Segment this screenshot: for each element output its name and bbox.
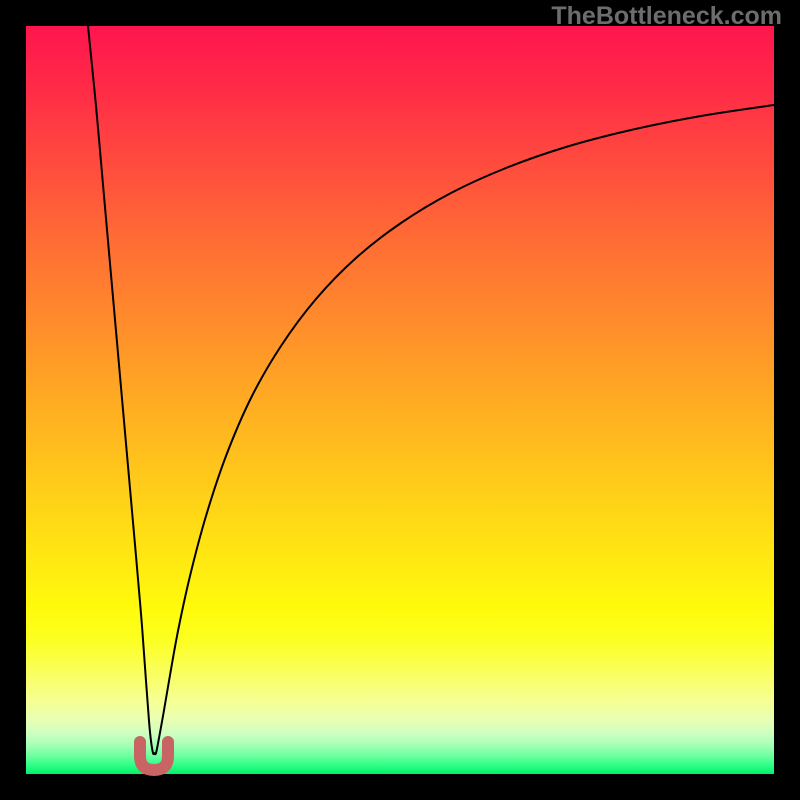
- chart-svg: [0, 0, 800, 800]
- chart-container: TheBottleneck.com: [0, 0, 800, 800]
- watermark-text: TheBottleneck.com: [551, 2, 782, 31]
- plot-background: [26, 26, 774, 774]
